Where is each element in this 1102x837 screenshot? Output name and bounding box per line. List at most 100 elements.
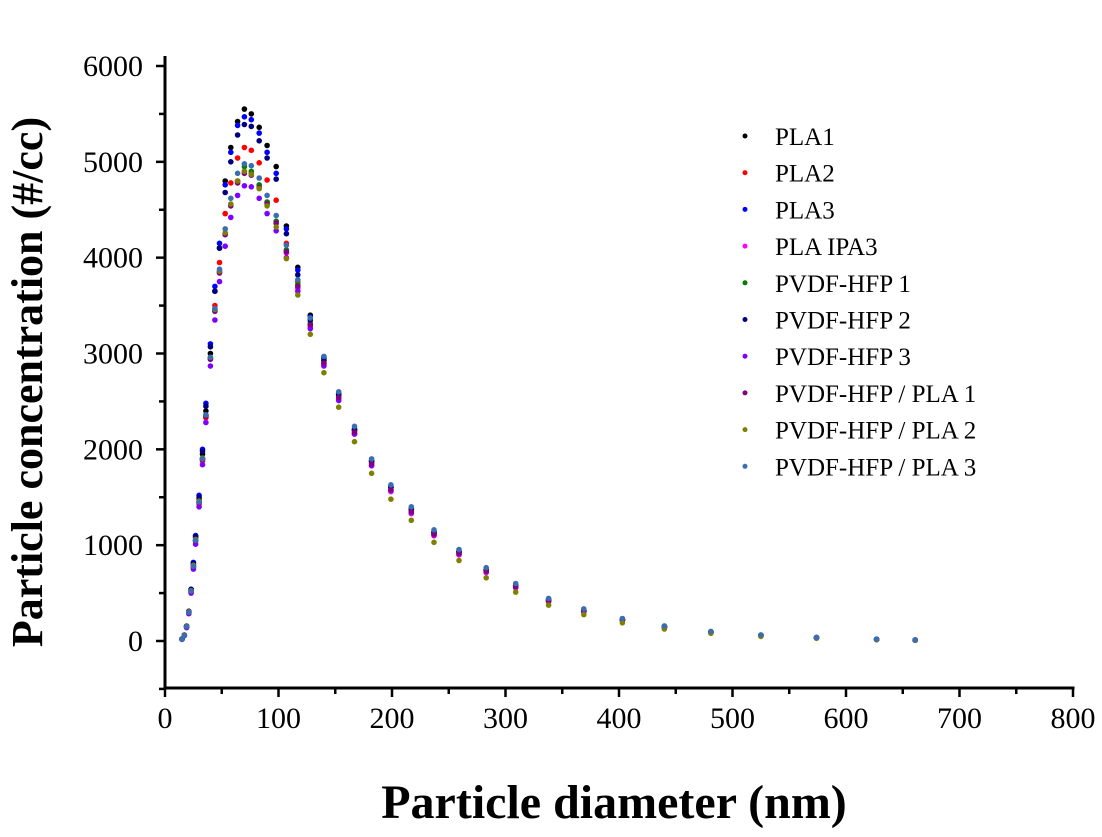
x-tick-label: 300 bbox=[483, 702, 528, 735]
data-point bbox=[758, 632, 764, 638]
data-point bbox=[186, 609, 192, 616]
legend-marker bbox=[742, 133, 748, 139]
x-tick-label: 400 bbox=[597, 702, 642, 735]
data-point bbox=[431, 531, 437, 537]
data-point bbox=[431, 527, 437, 533]
data-point bbox=[581, 606, 587, 612]
legend-label: PVDF-HFP / PLA 2 bbox=[775, 418, 976, 445]
data-points bbox=[179, 106, 918, 644]
data-point bbox=[264, 177, 270, 183]
data-point bbox=[273, 176, 280, 182]
data-point bbox=[483, 564, 490, 571]
x-tick-label: 500 bbox=[710, 702, 755, 735]
data-point bbox=[222, 182, 228, 188]
series-pvdf-hfp-pla-3 bbox=[179, 161, 918, 643]
data-point bbox=[256, 138, 263, 144]
data-point bbox=[388, 482, 394, 488]
data-point bbox=[207, 344, 214, 350]
data-point bbox=[203, 419, 209, 426]
data-point bbox=[248, 123, 255, 130]
data-point bbox=[456, 546, 462, 553]
data-point bbox=[216, 259, 223, 266]
data-point bbox=[335, 389, 342, 395]
data-point bbox=[212, 283, 218, 290]
data-point bbox=[241, 121, 248, 128]
data-point bbox=[912, 637, 918, 643]
data-point bbox=[388, 486, 394, 493]
data-point bbox=[207, 363, 214, 369]
y-tick-label: 3000 bbox=[83, 338, 143, 371]
data-point bbox=[273, 170, 280, 177]
data-point bbox=[222, 189, 228, 196]
x-tick-label: 0 bbox=[158, 702, 173, 735]
data-point bbox=[196, 504, 202, 510]
data-point bbox=[431, 539, 437, 546]
data-point bbox=[248, 111, 255, 117]
data-point bbox=[196, 499, 202, 505]
data-point bbox=[264, 192, 270, 199]
legend-marker bbox=[742, 243, 748, 249]
legend-marker bbox=[742, 280, 748, 286]
data-point bbox=[190, 563, 197, 570]
x-tick-label: 700 bbox=[937, 702, 982, 735]
data-point bbox=[335, 394, 342, 401]
legend-label: PVDF-HFP 1 bbox=[775, 271, 911, 298]
data-point bbox=[256, 195, 263, 202]
data-point bbox=[212, 288, 218, 295]
data-point bbox=[264, 142, 270, 149]
data-point bbox=[188, 588, 194, 594]
y-tick-label: 0 bbox=[128, 625, 143, 658]
series-pla3 bbox=[179, 114, 918, 643]
data-point bbox=[181, 632, 188, 639]
data-point bbox=[813, 634, 820, 641]
data-point bbox=[545, 602, 552, 608]
data-point bbox=[183, 623, 190, 630]
data-point bbox=[264, 149, 270, 156]
legend-marker bbox=[742, 390, 748, 396]
data-point bbox=[295, 276, 301, 283]
data-point bbox=[408, 508, 415, 515]
data-point bbox=[216, 266, 223, 273]
data-point bbox=[708, 628, 714, 635]
legend-marker bbox=[742, 427, 748, 433]
data-point bbox=[241, 161, 248, 167]
legend-label: PLA2 bbox=[775, 161, 835, 188]
data-point bbox=[256, 130, 263, 136]
data-point bbox=[256, 124, 263, 131]
data-point bbox=[295, 292, 301, 298]
data-point bbox=[241, 144, 248, 151]
data-point bbox=[295, 272, 301, 278]
data-point bbox=[234, 178, 241, 184]
x-axis-title: Particle diameter (nm) bbox=[381, 776, 847, 829]
data-point bbox=[228, 214, 234, 221]
data-point bbox=[307, 331, 314, 338]
data-point bbox=[234, 132, 241, 138]
legend-label: PVDF-HFP 3 bbox=[775, 344, 911, 371]
data-point bbox=[295, 267, 301, 273]
data-point bbox=[351, 423, 358, 430]
data-point bbox=[619, 615, 626, 622]
data-point bbox=[408, 517, 415, 524]
data-point bbox=[408, 504, 415, 510]
legend-label: PVDF-HFP 2 bbox=[775, 308, 911, 335]
legend-marker bbox=[742, 317, 748, 322]
x-tick-label: 200 bbox=[370, 702, 415, 735]
data-point bbox=[234, 155, 241, 161]
data-point bbox=[256, 175, 263, 181]
data-point bbox=[248, 147, 255, 154]
data-point bbox=[241, 168, 248, 175]
data-point bbox=[234, 122, 241, 129]
data-point bbox=[212, 317, 218, 323]
data-point bbox=[216, 278, 223, 285]
y-tick-label: 4000 bbox=[83, 242, 143, 275]
data-point bbox=[216, 245, 223, 251]
data-point bbox=[248, 162, 255, 169]
data-point bbox=[512, 589, 519, 595]
data-point bbox=[295, 283, 301, 290]
y-tick-label: 6000 bbox=[83, 50, 143, 83]
data-point bbox=[264, 155, 270, 161]
data-point bbox=[222, 230, 228, 236]
y-tick-label: 5000 bbox=[83, 146, 143, 179]
data-point bbox=[228, 149, 234, 156]
